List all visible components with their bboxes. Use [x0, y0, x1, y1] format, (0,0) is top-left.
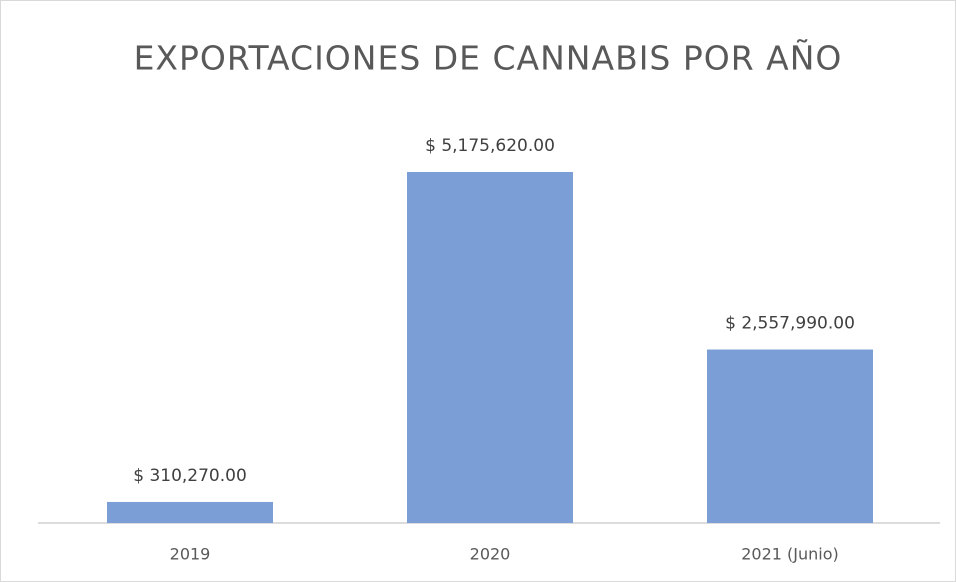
x-tick-label: 2021 (Junio): [741, 545, 839, 564]
bar: [107, 501, 273, 523]
x-tick-label: 2020: [470, 545, 511, 564]
data-label: $ 5,175,620.00: [425, 136, 555, 156]
data-label: $ 310,270.00: [133, 466, 247, 486]
bar: [407, 172, 573, 523]
x-tick-label: 2019: [170, 545, 211, 564]
chart-title: EXPORTACIONES DE CANNABIS POR AÑO: [134, 39, 843, 78]
bar: [707, 349, 873, 523]
data-label: $ 2,557,990.00: [725, 314, 855, 334]
